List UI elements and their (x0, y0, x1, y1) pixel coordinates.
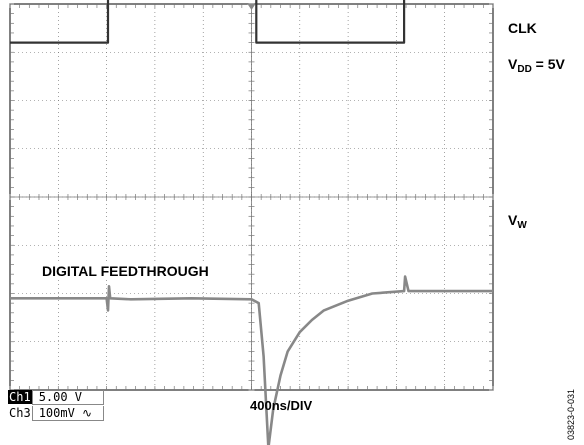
trace-vw (10, 275, 493, 445)
ch3-value: 100mV ∿ (31, 406, 104, 421)
traces (10, 0, 493, 445)
digital-feedthrough-label: DIGITAL FEEDTHROUGH (40, 262, 211, 280)
ch3-readout: Ch3 100mV ∿ (8, 406, 104, 421)
figure-id: 03823-0-031 (566, 388, 576, 440)
clk-label: CLK (508, 20, 537, 36)
ch1-value: 5.00 V (31, 390, 104, 405)
vdd-label: VDD = 5V (508, 56, 565, 75)
ch1-tag: Ch1 (8, 390, 32, 404)
ch1-readout: Ch1 5.00 V (8, 390, 104, 405)
vw-label: VW (508, 212, 527, 231)
timebase-label: 400ns/DIV (250, 398, 313, 413)
trace-clk (10, 0, 406, 44)
trigger-marker (247, 4, 256, 10)
ch3-tag: Ch3 (9, 406, 31, 420)
grid (9, 3, 494, 391)
